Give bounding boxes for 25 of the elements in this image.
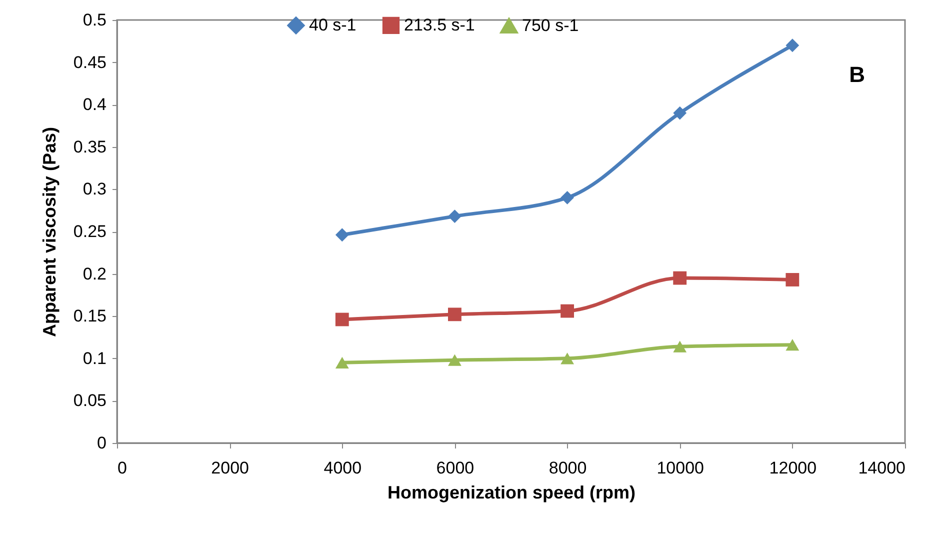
x-tick-label: 2000 <box>211 458 249 478</box>
y-tick-label: 0.1 <box>82 348 106 368</box>
y-tick-label: 0.4 <box>82 95 106 114</box>
y-axis-title: Apparent viscosity (Pas) <box>39 126 60 338</box>
annotation: B <box>849 62 865 87</box>
legend-label: 40 s-1 <box>309 15 356 34</box>
y-tick-label: 0.5 <box>82 10 106 30</box>
legend-label: 213.5 s-1 <box>404 15 475 34</box>
x-tick-label: 4000 <box>324 458 362 478</box>
x-tick-label: 12000 <box>769 458 817 478</box>
x-tick-label: 8000 <box>548 458 587 478</box>
y-tick-label: 0.45 <box>73 52 106 72</box>
y-tick-label: 0.15 <box>73 306 106 326</box>
x-tick-label: 6000 <box>436 458 474 478</box>
y-tick-label: 0 <box>97 434 106 452</box>
y-tick-label: 0.25 <box>73 222 106 241</box>
legend-label: 750 s-1 <box>522 16 579 35</box>
y-tick-label: 0.2 <box>82 264 106 284</box>
x-tick-label: 10000 <box>656 458 704 478</box>
x-tick-label: 0 <box>118 458 127 478</box>
x-tick-label: 14000 <box>858 458 906 478</box>
y-tick-label: 0.3 <box>82 180 106 199</box>
y-tick-label: 0.05 <box>73 391 106 410</box>
y-tick-label: 0.35 <box>73 137 106 156</box>
x-axis-title: Homogenization speed (rpm) <box>387 482 636 502</box>
